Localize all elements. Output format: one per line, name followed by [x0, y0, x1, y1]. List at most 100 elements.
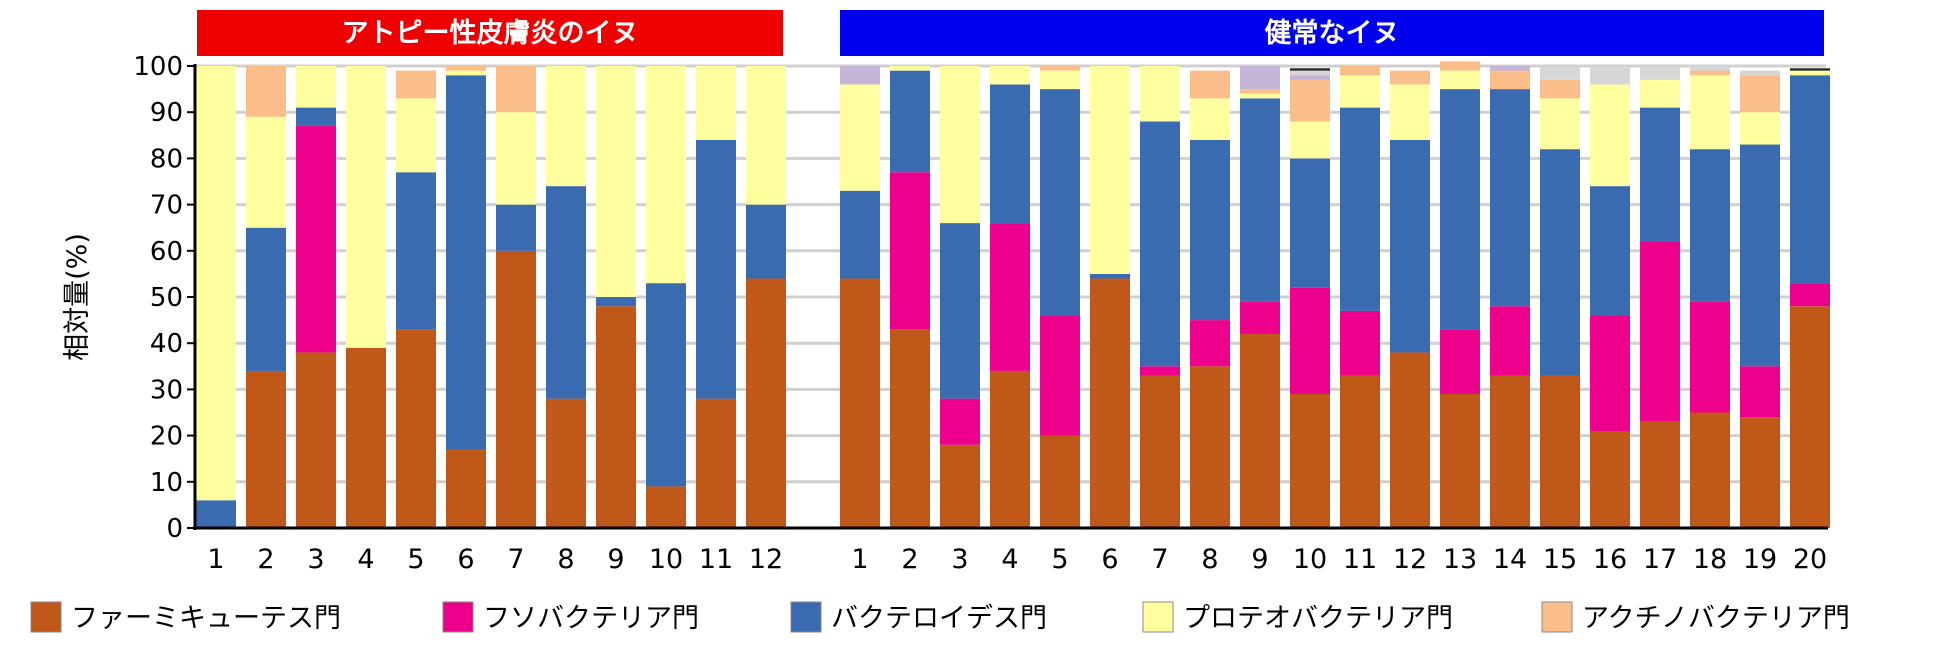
- bar-p2-5-s2: [1040, 315, 1080, 436]
- bar-p1-10-s4: [646, 66, 686, 284]
- legend-label-5: アクチノバクテリア門: [1582, 603, 1850, 634]
- bar-p1-8-s4: [546, 66, 586, 187]
- bar-p1-3-s3: [296, 107, 336, 127]
- bar-p2-10-other1: [1290, 75, 1330, 80]
- bar-p1-9-s4: [596, 66, 636, 297]
- x-tick-label-p2-15: 15: [1543, 544, 1577, 575]
- y-tick-label-30: 30: [150, 375, 183, 405]
- bar-p2-14-other1: [1490, 66, 1530, 71]
- x-tick-label-p1-2: 2: [257, 544, 274, 575]
- x-tick-label-p1-6: 6: [457, 544, 474, 575]
- x-tick-label-p1-4: 4: [357, 544, 374, 575]
- bar-p2-20-s1: [1790, 306, 1830, 528]
- bar-p1-7-s1: [496, 250, 536, 529]
- bar-p2-6-s3: [1090, 273, 1130, 279]
- bar-p2-14-s3: [1490, 89, 1530, 307]
- x-tick-label-p2-17: 17: [1643, 544, 1677, 575]
- legend-swatch-1: [30, 601, 62, 633]
- y-tick-label-50: 50: [150, 283, 183, 313]
- bar-p2-9-other1: [1240, 66, 1280, 90]
- bar-p2-18-s3: [1690, 149, 1730, 302]
- bar-p2-11-s1: [1340, 375, 1380, 528]
- bar-p2-15-s3: [1540, 149, 1580, 376]
- bar-p2-13-s3: [1440, 89, 1480, 330]
- x-tick-label-p2-10: 10: [1293, 544, 1327, 575]
- x-tick-label-p2-3: 3: [951, 544, 968, 575]
- bar-p2-20-s4: [1790, 70, 1830, 76]
- x-tick-label-p2-8: 8: [1201, 544, 1218, 575]
- legend-label-2: フソバクテリア門: [483, 603, 699, 634]
- bar-p2-8-s4: [1190, 98, 1230, 140]
- bar-p1-7-s4: [496, 112, 536, 205]
- bar-p2-10-other3: [1290, 68, 1330, 71]
- bar-p1-12-s3: [746, 204, 786, 279]
- x-tick-label-p2-1: 1: [851, 544, 868, 575]
- y-tick-label-10: 10: [150, 468, 183, 498]
- bar-p2-5-s3: [1040, 89, 1080, 316]
- bar-p2-14-s1: [1490, 375, 1530, 528]
- bar-p2-12-s1: [1390, 352, 1430, 528]
- bar-p1-2-s4: [246, 116, 286, 228]
- bar-p2-4-s3: [990, 84, 1030, 224]
- x-tick-label-p1-11: 11: [699, 544, 733, 575]
- x-tick-label-p1-5: 5: [407, 544, 424, 575]
- bar-p1-3-s4: [296, 66, 336, 108]
- bar-p2-4-s4: [990, 66, 1030, 85]
- bar-p1-3-s2: [296, 126, 336, 353]
- bar-p2-20-s3: [1790, 75, 1830, 284]
- bar-p2-11-s4: [1340, 75, 1380, 108]
- bar-p2-15-s1: [1540, 375, 1580, 528]
- bar-p2-13-s4: [1440, 70, 1480, 90]
- bar-p2-15-s5: [1540, 79, 1580, 99]
- bar-p2-20-other3: [1790, 68, 1830, 71]
- y-tick-label-0: 0: [166, 514, 183, 544]
- bar-p2-9-s5: [1240, 89, 1280, 94]
- bar-p1-8-s3: [546, 186, 586, 399]
- bar-p2-18-s1: [1690, 412, 1730, 528]
- y-tick-label-20: 20: [150, 422, 183, 452]
- bar-p1-5-s1: [396, 329, 436, 528]
- bar-p2-19-s1: [1740, 417, 1780, 528]
- bar-p2-16-s4: [1590, 84, 1630, 187]
- bar-p2-17-other2: [1640, 66, 1680, 80]
- bar-p2-16-s2: [1590, 315, 1630, 431]
- bar-p1-9-s3: [596, 297, 636, 307]
- legend-swatch-2: [442, 601, 474, 633]
- bar-p2-18-s5: [1690, 70, 1730, 76]
- x-tick-label-p1-10: 10: [649, 544, 683, 575]
- bar-p2-19-s5: [1740, 75, 1780, 113]
- bar-p2-10-s2: [1290, 287, 1330, 395]
- legend-swatch-5: [1541, 601, 1573, 633]
- bar-p2-19-other2: [1740, 70, 1780, 76]
- bar-p2-10-s3: [1290, 158, 1330, 288]
- y-tick-label-100: 100: [133, 52, 183, 82]
- bar-p2-8-s2: [1190, 320, 1230, 367]
- bar-p2-4-s2: [990, 223, 1030, 371]
- bar-p2-15-other2: [1540, 66, 1580, 80]
- x-tick-label-p1-7: 7: [507, 544, 524, 575]
- bar-p1-2-s5: [246, 66, 286, 117]
- bar-p2-19-s3: [1740, 144, 1780, 367]
- bar-p2-3-s2: [940, 398, 980, 445]
- bar-p2-19-s4: [1740, 112, 1780, 145]
- bar-p1-6-s3: [446, 75, 486, 450]
- y-tick-label-60: 60: [150, 237, 183, 267]
- panel-header-1: [197, 10, 783, 56]
- bar-p1-12-s4: [746, 66, 786, 205]
- x-tick-label-p2-13: 13: [1443, 544, 1477, 575]
- bar-p1-1-s3: [196, 500, 236, 528]
- bar-p2-7-s4: [1140, 66, 1180, 122]
- bar-p2-8-s1: [1190, 366, 1230, 528]
- x-tick-label-p2-20: 20: [1793, 544, 1827, 575]
- panel-title-1: アトピー性皮膚炎のイヌ: [342, 18, 639, 49]
- bar-p2-17-s1: [1640, 421, 1680, 528]
- bar-p1-2-s1: [246, 370, 286, 528]
- x-tick-label-p2-5: 5: [1051, 544, 1068, 575]
- bar-p2-9-s2: [1240, 301, 1280, 334]
- bar-p2-8-s3: [1190, 139, 1230, 321]
- bar-p1-6-s5: [446, 66, 486, 71]
- bar-p2-10-s1: [1290, 394, 1330, 528]
- bar-p2-13-s2: [1440, 329, 1480, 395]
